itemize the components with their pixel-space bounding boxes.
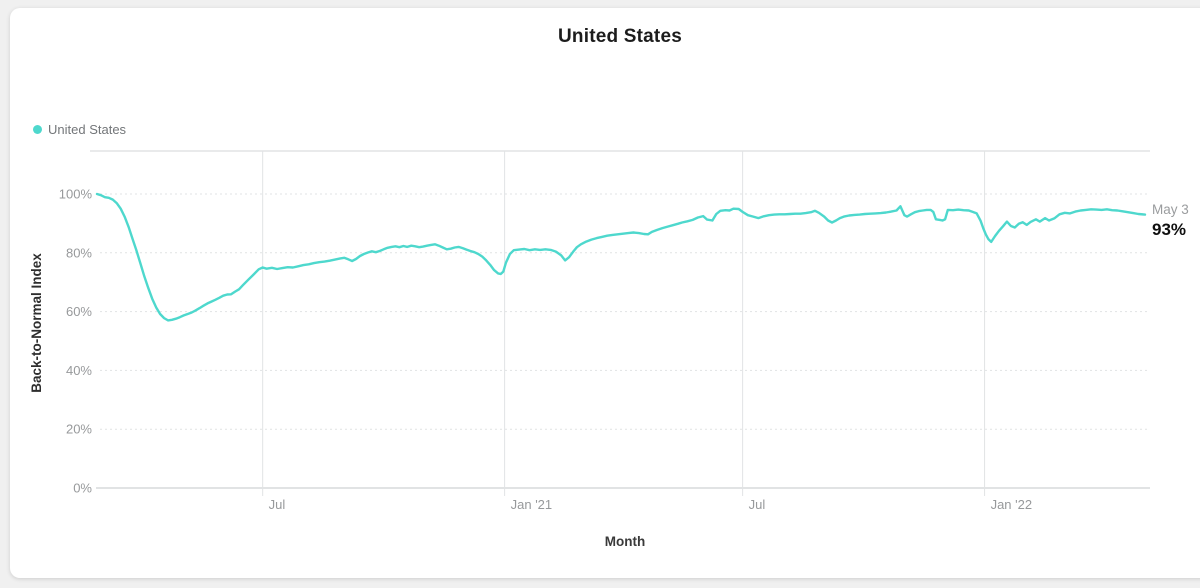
y-tick-label: 100% [59,187,93,202]
x-tick-label: Jul [269,497,286,512]
legend-label: United States [48,122,127,137]
legend-dot-icon [33,125,42,134]
x-tick-label: Jan '21 [511,497,553,512]
chart-card [10,8,1200,578]
y-tick-label: 80% [66,245,92,260]
last-point-value: 93% [1152,220,1187,239]
y-tick-label: 40% [66,363,92,378]
x-tick-label: Jan '22 [991,497,1033,512]
y-tick-label: 20% [66,422,92,437]
last-point-annotation: May 3 93% [1152,202,1189,240]
x-axis-title: Month [604,534,646,549]
series-line [95,192,1147,322]
chart-title: United States [557,26,682,47]
last-point-date: May 3 [1152,202,1189,217]
legend-item-united-states[interactable]: United States [33,122,126,137]
y-tick-label: 0% [73,481,92,496]
y-tick-label: 60% [66,304,92,319]
x-tick-label: Jul [749,497,766,512]
y-axis-title: Back-to-Normal Index [29,253,44,393]
